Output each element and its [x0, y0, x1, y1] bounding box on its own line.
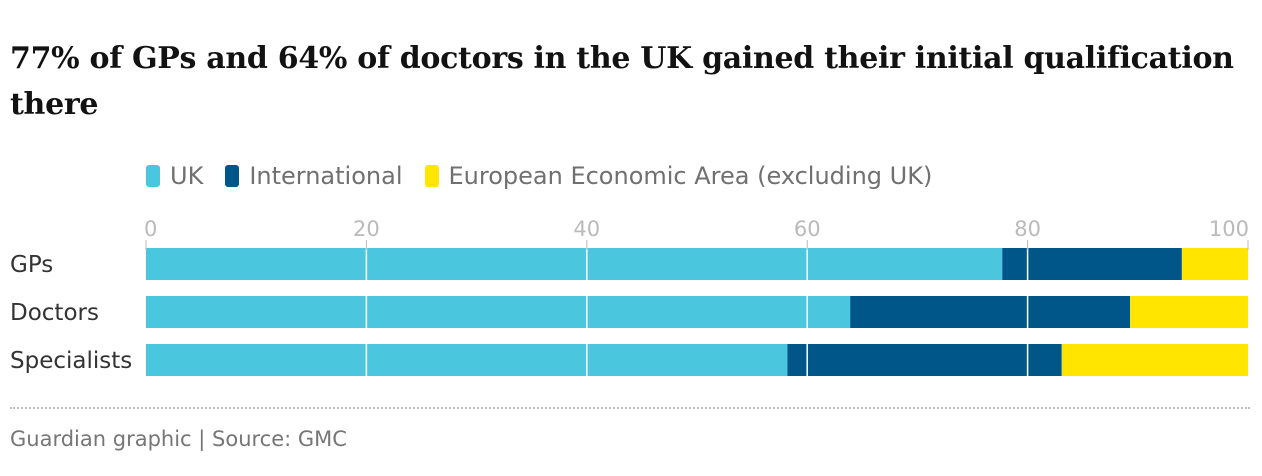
x-tick-label: 100: [1209, 217, 1249, 241]
bar-segment-international: [850, 296, 1131, 328]
chart-legend: UK International European Economic Area …: [146, 162, 954, 190]
footer-divider: [10, 407, 1250, 409]
chart-title: 77% of GPs and 64% of doctors in the UK …: [10, 41, 1234, 122]
x-tick-label: 0: [144, 217, 157, 241]
source-note: Guardian graphic | Source: GMC: [10, 427, 347, 451]
category-label: Doctors: [10, 300, 99, 326]
x-tick-label: 80: [1014, 217, 1041, 241]
x-tick-label: 20: [353, 217, 380, 241]
legend-swatch-eea: [424, 165, 439, 187]
bar-segment-eea: [1181, 248, 1248, 280]
bar-segment-eea: [1061, 344, 1248, 376]
legend-label-eea: European Economic Area (excluding UK): [448, 162, 933, 190]
stacked-bar-chart: 0 20 40 60 80 100 GPs Doctors Specialists: [10, 217, 1249, 376]
bar-segment-uk: [146, 344, 788, 376]
legend-item-international: International: [225, 162, 403, 190]
category-label: GPs: [10, 252, 53, 278]
legend-label-international: International: [249, 162, 403, 190]
x-tick-label: 60: [794, 217, 821, 241]
legend-item-uk: UK: [146, 162, 203, 190]
category-label: Specialists: [10, 348, 132, 374]
legend-swatch-uk: [146, 165, 160, 187]
bar-segment-uk: [146, 248, 1003, 280]
legend-swatch-international: [225, 165, 240, 187]
bar-segment-international: [1002, 248, 1182, 280]
legend-item-eea: European Economic Area (excluding UK): [424, 162, 933, 190]
bar-segment-uk: [146, 296, 851, 328]
legend-label-uk: UK: [170, 162, 204, 190]
x-tick-label: 40: [573, 217, 600, 241]
bar-segment-eea: [1130, 296, 1248, 328]
bar-segment-international: [787, 344, 1062, 376]
